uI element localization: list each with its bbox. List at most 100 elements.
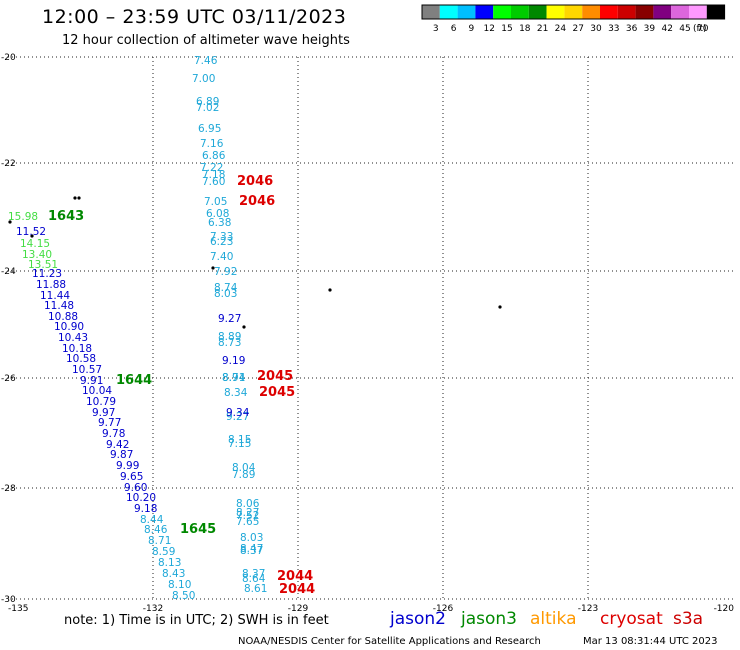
colorbar-label: 6	[451, 24, 457, 34]
wave-height-value: 8.89	[218, 331, 241, 343]
wave-height-value: 10.90	[54, 321, 84, 333]
wave-height-value: 6.86	[202, 150, 226, 162]
wave-height-value: 9.19	[222, 355, 245, 367]
wave-height-value: 8.37	[240, 545, 263, 557]
wave-height-value: 8.03	[214, 288, 237, 300]
pass-time-label: 2045	[259, 385, 295, 400]
wave-height-value: 8.50	[172, 590, 195, 602]
wave-height-value: 8.74	[214, 282, 238, 294]
colorbar-label: (ft)	[693, 24, 707, 34]
island-marker	[498, 305, 502, 309]
colorbar-border	[421, 4, 726, 20]
wave-height-value: 10.57	[72, 364, 102, 376]
wave-height-value: 15.98	[8, 211, 38, 223]
wave-height-value: 9.91	[80, 375, 103, 387]
wave-height-value: 9.78	[102, 428, 125, 440]
wave-height-value: 7.22	[200, 162, 223, 174]
wave-height-value: 10.43	[58, 332, 88, 344]
wave-height-value: 9.65	[120, 471, 143, 483]
longitude-tick-label: -126	[433, 604, 454, 614]
latitude-tick-label: -30	[1, 595, 16, 605]
island-marker	[328, 288, 332, 292]
wave-height-value: 7.05	[204, 196, 227, 208]
wave-height-value: 6.08	[206, 208, 229, 220]
wave-height-value: 8.04	[232, 462, 256, 474]
colorbar-swatch	[439, 5, 458, 19]
wave-height-colorbar: 3 6 9 12 15 18 21 24 27 30 33 36 39 42 45 70(ft)	[421, 4, 726, 34]
wave-height-value: 8.71	[222, 372, 245, 384]
wave-height-value: 9.27	[218, 313, 241, 325]
wave-height-value: 8.73	[218, 337, 241, 349]
wave-height-value: 8.71	[148, 535, 171, 547]
wave-height-value: 7.18	[202, 169, 225, 181]
colorbar-label: 70	[697, 24, 709, 34]
colorbar-label: 27	[572, 24, 583, 34]
pass-time-label: 2046	[237, 174, 273, 189]
wave-height-value: 7.00	[192, 73, 215, 85]
legend-s3a: s3a	[673, 609, 704, 629]
island-marker	[30, 234, 34, 238]
islands	[8, 196, 502, 329]
wave-height-value: 9.27	[226, 411, 249, 423]
wave-height-value: 8.47	[240, 543, 263, 555]
wave-height-value: 10.88	[48, 311, 78, 323]
wave-height-value: 8.37	[242, 568, 265, 580]
wave-height-value: 7.65	[236, 516, 259, 528]
latitude-tick-label: -28	[1, 484, 16, 494]
colorbar-label: 18	[519, 24, 531, 34]
footer-timestamp: Mar 13 08:31:44 UTC 2023	[583, 636, 718, 647]
colorbar-swatch	[689, 5, 707, 19]
wave-height-value: 7.02	[196, 102, 219, 114]
longitude-tick-label: -135	[8, 604, 28, 614]
wave-height-value: 8.64	[242, 573, 266, 585]
pass-time-label: 1643	[48, 209, 84, 224]
wave-height-value: 9.42	[106, 439, 129, 451]
colorbar-swatch	[706, 5, 725, 19]
island-marker	[77, 196, 81, 200]
wave-height-value: 8.27	[236, 507, 259, 519]
wave-height-value: 10.79	[86, 396, 116, 408]
longitude-tick-label: -129	[288, 604, 309, 614]
pass-time-label: 1645	[180, 522, 216, 537]
wave-height-value: 8.44	[140, 514, 164, 526]
page-title: 12:00 – 23:59 UTC 03/11/2023	[42, 6, 347, 28]
wave-height-value: 9.87	[110, 449, 133, 461]
wave-height-value: 7.92	[214, 266, 237, 278]
wave-height-value: 7.60	[202, 176, 225, 188]
wave-height-value: 11.44	[40, 290, 70, 302]
colorbar-label: 24	[555, 24, 567, 34]
page-subtitle: 12 hour collection of altimeter wave hei…	[62, 33, 350, 48]
longitude-tick-label: -132	[143, 604, 163, 614]
wave-height-value: 6.89	[196, 96, 219, 108]
wave-height-value: 10.04	[82, 385, 112, 397]
colorbar-label: 3	[433, 24, 439, 34]
wave-height-value: 10.58	[66, 353, 96, 365]
wave-height-value: 7.16	[200, 138, 224, 150]
wave-height-value: 7.33	[210, 231, 233, 243]
wave-height-value: 9.77	[98, 417, 121, 429]
wave-height-value: 7.89	[232, 469, 255, 481]
legend-jason2: jason2	[390, 609, 446, 629]
pass-time-label: 2044	[277, 569, 313, 584]
colorbar-swatch	[457, 5, 476, 19]
colorbar-swatch	[475, 5, 494, 19]
wave-height-value: 8.15	[228, 434, 251, 446]
map-grid	[8, 56, 734, 600]
wave-height-value: 9.60	[124, 482, 147, 494]
colorbar-label: 12	[483, 24, 494, 34]
axis-tick-labels: -135 -132 -129 -126 -123 -120 -20 -22 -24 -26 -28 -…	[1, 53, 734, 614]
colorbar-label: 36	[626, 24, 638, 34]
colorbar-swatch	[546, 5, 565, 19]
wave-height-value: 8.34	[224, 387, 248, 399]
wave-height-value: 7.15	[228, 438, 251, 450]
wave-height-value: 6.23	[210, 236, 233, 248]
wave-height-value: 9.34	[226, 407, 250, 419]
colorbar-label: 30	[590, 24, 602, 34]
pass-time-label: 2044	[279, 582, 315, 597]
island-marker	[8, 220, 12, 224]
wave-height-value: 11.23	[32, 268, 62, 280]
wave-height-value: 14.15	[20, 238, 50, 250]
wave-height-value: 8.06	[236, 498, 260, 510]
colorbar-swatch	[653, 5, 672, 19]
